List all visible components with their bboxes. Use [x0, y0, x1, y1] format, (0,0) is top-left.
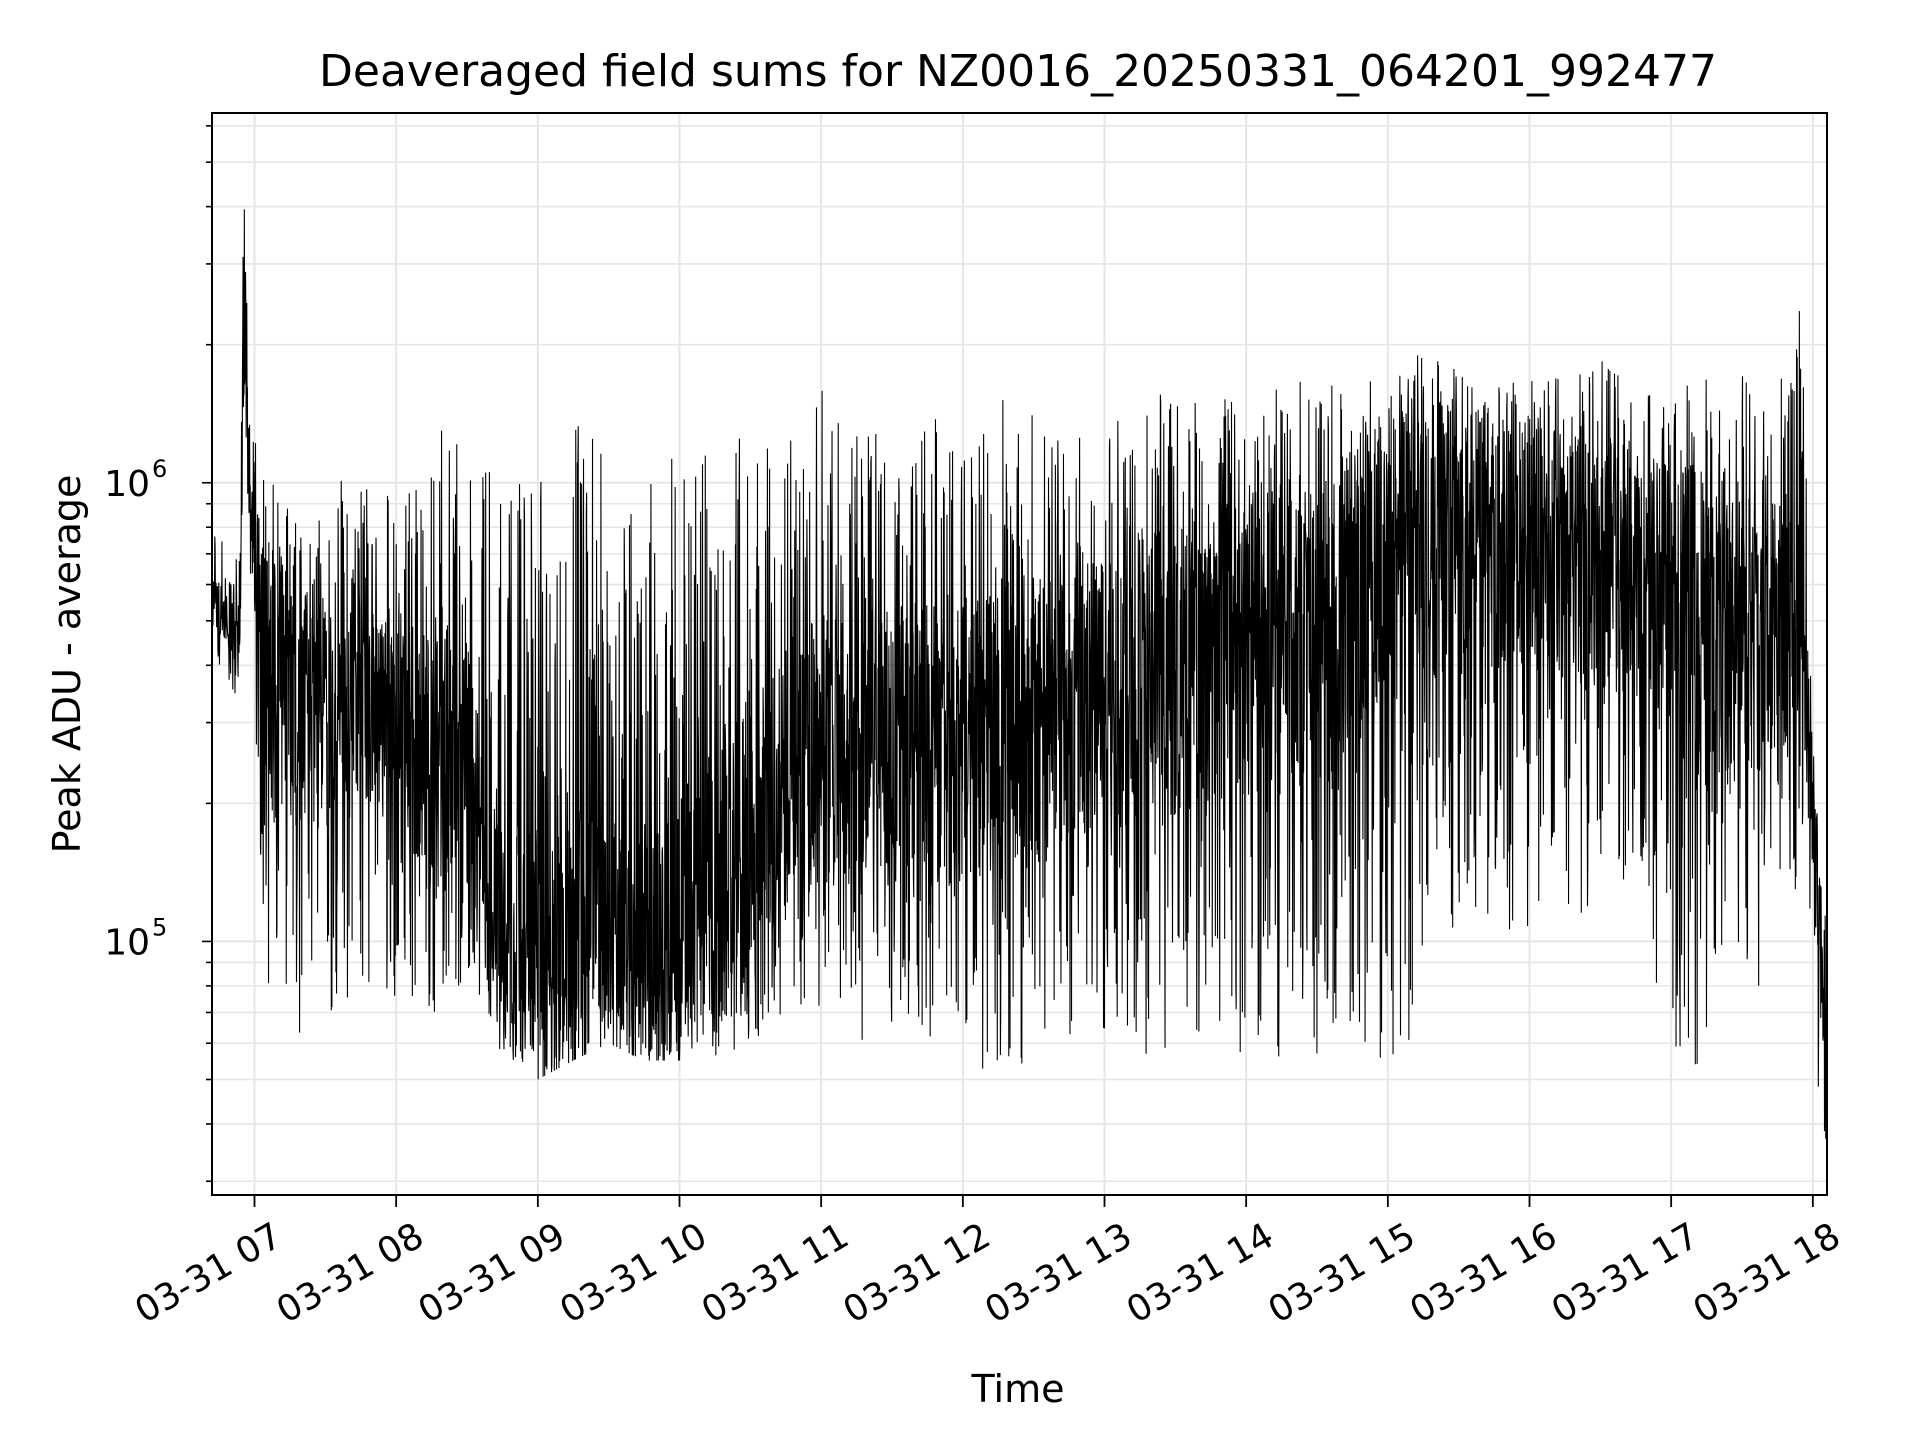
y-tick-exponent: 6: [152, 455, 167, 483]
x-axis: [253, 1195, 1814, 1207]
series-line: [212, 209, 1827, 1139]
y-axis: [202, 125, 212, 1183]
x-axis-label: Time: [971, 1367, 1065, 1411]
plot-frame: [211, 112, 1828, 1196]
chart-title: Deaveraged field sums for NZ0016_2025033…: [319, 46, 1717, 97]
plot-area: [212, 209, 1827, 1139]
y-tick-exponent: 5: [152, 913, 167, 941]
y-axis-label: Peak ADU - average: [45, 475, 89, 854]
y-tick-label: 10: [104, 464, 150, 505]
y-tick-label: 10: [104, 922, 150, 963]
